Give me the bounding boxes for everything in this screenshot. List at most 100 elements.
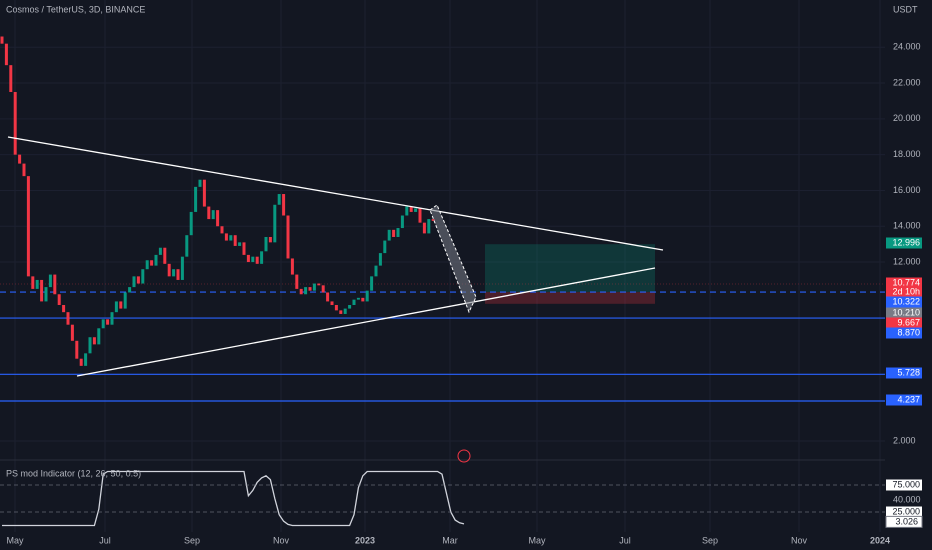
candle <box>216 210 220 227</box>
y-tick-label: 12.000 <box>893 256 921 266</box>
candle <box>172 269 176 277</box>
candle <box>409 206 413 212</box>
y-tick-label: 14.000 <box>893 221 921 231</box>
candle <box>202 179 206 207</box>
x-tick-label: May <box>528 535 546 545</box>
candle <box>207 206 211 220</box>
candle <box>255 256 259 264</box>
x-tick-label: Nov <box>791 535 808 545</box>
currency: USDT <box>893 4 918 14</box>
candle <box>264 236 268 252</box>
candle <box>352 299 356 306</box>
candle <box>414 208 418 212</box>
candle <box>299 288 303 295</box>
price-badge <box>886 307 922 319</box>
candle <box>229 235 233 241</box>
price-badge <box>886 277 922 298</box>
candle <box>132 276 136 288</box>
price-badge-label: 8.870 <box>897 327 920 337</box>
candle <box>211 210 215 220</box>
candle <box>88 337 92 354</box>
price-badge <box>886 394 922 406</box>
price-badge-label: 10.322 <box>892 296 920 306</box>
candle <box>31 276 35 289</box>
candle <box>268 236 272 243</box>
candle <box>400 215 404 229</box>
x-tick-label: Mar <box>442 535 458 545</box>
candle <box>233 235 237 246</box>
candle <box>224 233 228 241</box>
candle <box>198 179 202 187</box>
candle <box>70 324 74 341</box>
candle <box>308 287 312 291</box>
candle <box>57 294 61 306</box>
last-badge <box>885 515 923 528</box>
candle <box>141 269 145 284</box>
price-badge-label: 5.728 <box>897 367 920 377</box>
candle <box>66 312 70 325</box>
axis-labels: 24.000 22.000 20.000 18.000 16.000 14.000 12.0… <box>6 42 923 545</box>
candle <box>422 222 426 234</box>
candle <box>119 301 123 309</box>
level-badge <box>886 479 922 491</box>
candle <box>343 308 347 314</box>
candle <box>273 204 277 243</box>
indicator-tick-label: 40.000 <box>893 494 921 504</box>
y-tick-label: 22.000 <box>893 77 921 87</box>
plot <box>0 36 885 527</box>
candle <box>18 154 22 164</box>
candle <box>418 208 422 223</box>
y-tick-label: 20.000 <box>893 113 921 123</box>
price-badge <box>886 367 922 379</box>
y-tick-label: 18.000 <box>893 149 921 159</box>
candle <box>176 269 180 280</box>
candle <box>277 194 281 205</box>
candle <box>79 358 83 366</box>
candle <box>194 186 198 212</box>
candle <box>136 276 140 284</box>
candle <box>92 337 96 345</box>
candle <box>97 328 101 345</box>
candle <box>40 279 44 302</box>
candle <box>304 287 308 295</box>
candle <box>128 287 132 293</box>
price-badge-label: 10.774 <box>892 277 920 287</box>
grid <box>0 0 885 532</box>
candle <box>9 65 13 93</box>
candle <box>405 206 409 216</box>
candle <box>392 229 396 237</box>
candle <box>370 276 374 291</box>
position-stop <box>485 292 655 304</box>
candle <box>361 297 365 302</box>
candle <box>101 319 105 329</box>
x-tick-label: Nov <box>273 535 290 545</box>
candle <box>326 292 330 302</box>
indicator-title: PS mod Indicator (12, 26, 50, 0.5) <box>6 468 141 478</box>
y-tick-label: 16.000 <box>893 185 921 195</box>
candle <box>387 229 391 241</box>
upper-trendline <box>7 136 664 251</box>
candle <box>110 312 114 325</box>
alert-icon[interactable] <box>457 449 471 463</box>
candle <box>145 260 149 270</box>
candle <box>356 297 360 300</box>
candle <box>75 340 79 359</box>
candle <box>427 219 431 234</box>
candle <box>334 305 338 311</box>
candle <box>431 219 435 221</box>
candle <box>123 292 127 309</box>
candle <box>150 260 154 266</box>
x-tick-label: Jul <box>99 535 111 545</box>
price-badge <box>886 317 922 329</box>
candle <box>290 258 294 275</box>
indicator-line <box>2 470 465 527</box>
candle <box>154 254 158 266</box>
candle <box>220 226 224 234</box>
candle <box>35 279 39 289</box>
price-badge-label: 12.996 <box>892 237 920 247</box>
candle <box>251 256 255 263</box>
x-tick-label: May <box>6 535 24 545</box>
candle <box>4 43 8 66</box>
candle <box>242 242 246 255</box>
